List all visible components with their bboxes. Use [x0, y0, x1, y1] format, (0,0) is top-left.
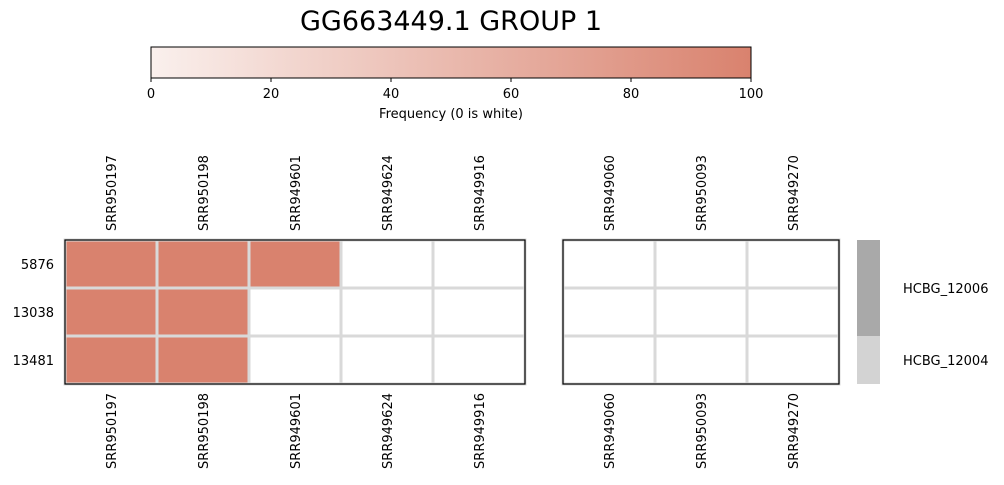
heatmap-cell — [247, 286, 343, 338]
column-label-top: SRR949601 — [289, 155, 304, 231]
column-label-bottom: SRR950197 — [105, 393, 120, 469]
row-label: 13481 — [13, 354, 54, 369]
column-label-bottom: SRR949624 — [381, 393, 396, 469]
heatmap-cell — [653, 238, 749, 290]
heatmap-cell — [745, 286, 841, 338]
heatmap-cell — [63, 286, 159, 338]
row-label: 5876 — [21, 258, 54, 273]
colorbar-tick-label: 20 — [263, 87, 280, 102]
heatmap-cell — [339, 334, 435, 386]
heatmap-cell — [561, 334, 657, 386]
column-label-bottom: SRR949060 — [603, 393, 618, 469]
panel-frame — [562, 239, 840, 385]
column-label-top: SRR950197 — [105, 155, 120, 231]
heatmap-panel-2: SRR949060 SRR949060 SRR950093 SRR950093 SRR9… — [561, 155, 841, 469]
heatmap-cell — [431, 334, 527, 386]
heatmap-panels: 58761303813481SRR950197SRR950197SRR95019… — [13, 155, 841, 469]
column-label-top: SRR949270 — [787, 155, 802, 231]
heatmap-cell — [247, 334, 343, 386]
heatmap-cell — [745, 334, 841, 386]
column-label-bottom: SRR949916 — [473, 393, 488, 469]
heatmap-cell — [155, 238, 251, 290]
row-group-label: HCBG_12004 — [903, 354, 988, 369]
row-group-label: HCBG_12006 — [903, 282, 988, 297]
column-label-top: SRR949060 — [603, 155, 618, 231]
row-group-bar — [857, 240, 880, 336]
chart-title: GG663449.1 GROUP 1 — [300, 6, 602, 37]
row-group-bar — [857, 336, 880, 384]
column-label-top: SRR950198 — [197, 155, 212, 231]
column-label-bottom: SRR949270 — [787, 393, 802, 469]
heatmap-cell — [155, 334, 251, 386]
heatmap-cell — [561, 238, 657, 290]
colorbar-label: Frequency (0 is white) — [379, 107, 523, 122]
heatmap-cell — [339, 286, 435, 338]
colorbar-tick-label: 0 — [147, 87, 155, 102]
colorbar-tick-label: 40 — [383, 87, 400, 102]
colorbar-tick-label: 80 — [623, 87, 640, 102]
colorbar-tick-label: 100 — [739, 87, 764, 102]
column-label-top: SRR949916 — [473, 155, 488, 231]
heatmap-cell — [431, 238, 527, 290]
column-label-top: SRR949624 — [381, 155, 396, 231]
row-label: 13038 — [13, 306, 54, 321]
column-label-bottom: SRR950198 — [197, 393, 212, 469]
heatmap-cell — [431, 286, 527, 338]
row-group-legend: HCBG_12006 HCBG_12004 — [857, 240, 988, 384]
colorbar-gradient — [150, 46, 752, 79]
heatmap-cell — [653, 334, 749, 386]
column-label-bottom: SRR950093 — [695, 393, 710, 469]
column-label-top: SRR950093 — [695, 155, 710, 231]
heatmap-cell — [653, 286, 749, 338]
heatmap-cell — [561, 286, 657, 338]
column-label-bottom: SRR949601 — [289, 393, 304, 469]
panel-frame — [64, 239, 526, 385]
heatmap-panel-1: SRR950197 SRR950197 SRR950198 SRR950198 SRR9… — [63, 155, 527, 469]
heatmap-cell — [745, 238, 841, 290]
heatmap-cell — [247, 238, 343, 290]
heatmap-cell — [155, 286, 251, 338]
heatmap-cell — [63, 238, 159, 290]
heatmap-cell — [339, 238, 435, 290]
colorbar-tick-label: 60 — [503, 87, 520, 102]
heatmap-cell — [63, 334, 159, 386]
colorbar: 0 20 40 60 80 100 Frequency (0 is white) — [147, 46, 764, 122]
